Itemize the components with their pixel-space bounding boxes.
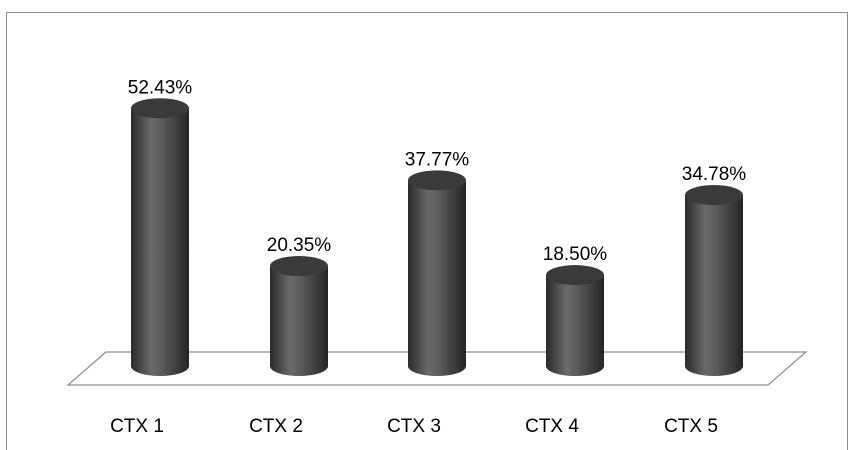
bar-body <box>408 180 466 376</box>
data-label-1: 52.43% <box>128 77 193 98</box>
bar-body <box>270 265 328 376</box>
bar-top-cap <box>546 265 604 286</box>
bar-top-cap <box>685 185 743 206</box>
bar-body <box>685 195 743 376</box>
bar-1 <box>131 98 189 376</box>
bars-layer <box>131 98 743 376</box>
category-label-2: CTX 2 <box>249 416 303 437</box>
category-label-4: CTX 4 <box>525 416 579 437</box>
category-label-5: CTX 5 <box>664 416 718 437</box>
bar-3 <box>408 170 466 376</box>
data-label-2: 20.35% <box>267 235 332 256</box>
data-label-4: 18.50% <box>543 244 608 265</box>
category-label-3: CTX 3 <box>387 416 441 437</box>
bar-5 <box>685 185 743 376</box>
data-label-3: 37.77% <box>405 149 470 170</box>
bar-2 <box>270 255 328 376</box>
bar-top-cap <box>270 255 328 276</box>
bar-top-cap <box>131 98 189 119</box>
labels-layer: 52.43% CTX 1 20.35% CTX 2 37.77% CTX 3 18.50% C… <box>110 77 746 437</box>
data-label-5: 34.78% <box>682 164 747 185</box>
bar-body <box>131 108 189 376</box>
bar-4 <box>546 265 604 376</box>
bar-body <box>546 275 604 376</box>
bar-top-cap <box>408 170 466 191</box>
category-label-1: CTX 1 <box>110 416 164 437</box>
